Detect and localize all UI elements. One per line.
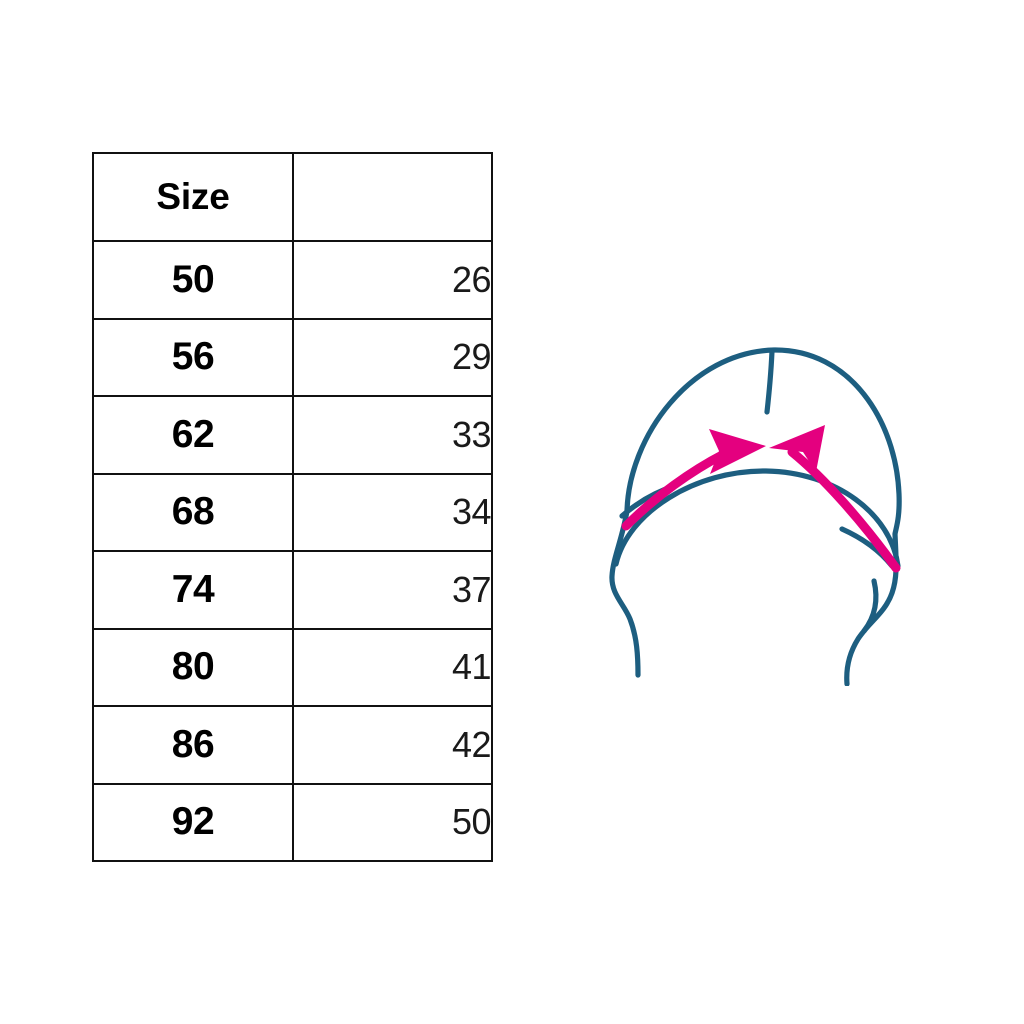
table-row: 50 26 [92,240,493,320]
measurement-arrow-left-head [709,429,766,474]
table-row: 80 41 [92,627,493,707]
size-table-head: Size [92,152,493,242]
cell-size: 56 [92,317,294,397]
measurement-arrow-left-shaft [621,449,729,531]
cell-size: 86 [92,705,294,785]
cell-size: 80 [92,627,294,707]
table-row: 92 50 [92,782,493,862]
cell-value: 33 [292,395,493,475]
table-header-row: Size [92,152,493,242]
cell-value: 26 [292,240,493,320]
hat-diagram-svg [609,347,902,686]
hat-brim-band-arc [613,468,901,569]
table-row: 56 29 [92,317,493,397]
cell-value: 41 [292,627,493,707]
cell-size: 92 [92,782,294,862]
cell-value: 37 [292,550,493,630]
size-table-container: Size 50 26 56 29 62 33 68 34 74 37 80 41 86 42 92 50 [92,152,493,862]
table-row: 86 42 [92,705,493,785]
cell-value: 50 [292,782,493,862]
hat-left-tie-tail [609,508,641,678]
measurement-arrows [621,425,901,573]
hat-right-cuff-edge [861,578,879,634]
table-row: 74 37 [92,550,493,630]
cell-value: 42 [292,705,493,785]
table-row: 62 33 [92,395,493,475]
size-table-body: 50 26 56 29 62 33 68 34 74 37 80 41 86 42 92 50 [92,240,493,862]
hat-crown-outline [624,347,902,537]
cell-value: 29 [292,317,493,397]
measurement-arrow-right-head [769,425,825,472]
cell-size: 74 [92,550,294,630]
cell-size: 68 [92,472,294,552]
table-row: 68 34 [92,472,493,552]
hat-illustration [596,326,936,686]
cell-size: 62 [92,395,294,475]
hat-top-seam-line [764,348,775,415]
measurement-arrow-right-shaft [787,447,901,573]
cell-value: 34 [292,472,493,552]
column-header-size: Size [92,152,294,242]
cell-size: 50 [92,240,294,320]
column-header-value [292,152,493,242]
size-table: Size 50 26 56 29 62 33 68 34 74 37 80 41 86 42 92 50 [92,152,493,862]
